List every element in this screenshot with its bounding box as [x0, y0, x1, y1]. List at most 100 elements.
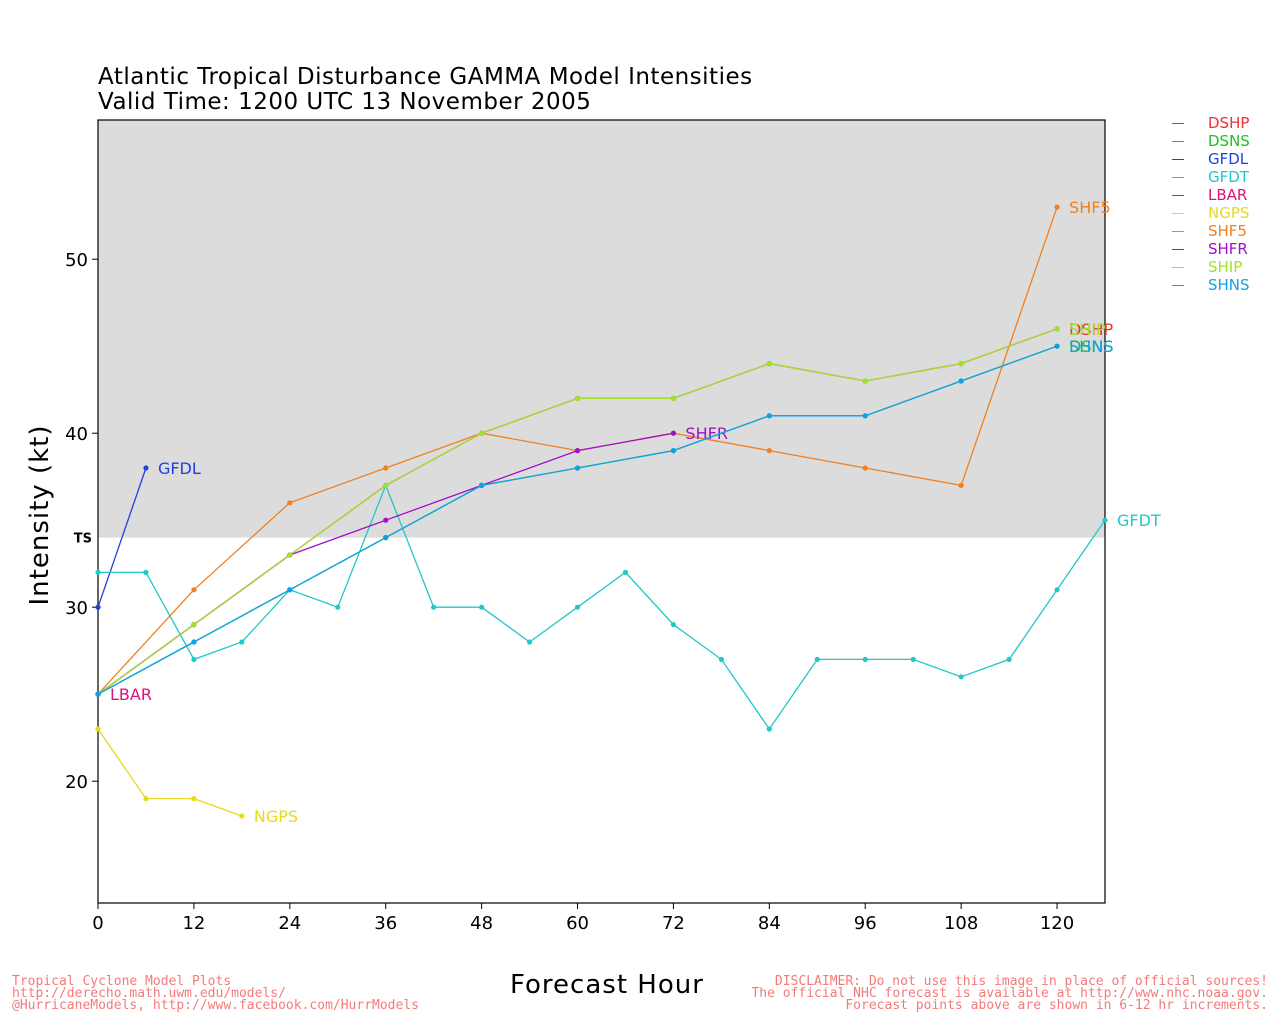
data-point-shns	[287, 587, 293, 593]
data-point-ship	[766, 361, 772, 367]
data-point-ship	[574, 395, 581, 401]
data-point-shf5	[862, 465, 868, 471]
data-point-gfdt	[862, 656, 868, 663]
data-point-shfr	[670, 430, 677, 436]
data-point-shns	[862, 413, 868, 419]
y-tick-label: 50	[65, 250, 88, 271]
legend-swatch	[1172, 194, 1184, 197]
legend-item-shns: SHNS	[1172, 276, 1250, 294]
data-point-ngps	[95, 726, 101, 732]
series-end-label-shfr: SHFR	[685, 424, 728, 443]
legend-swatch	[1172, 212, 1184, 215]
data-point-gfdt	[526, 639, 533, 645]
data-point-gfdt	[766, 726, 772, 732]
series-end-label-lbar: LBAR	[110, 685, 152, 704]
data-point-ship	[191, 622, 197, 628]
legend-item-ngps: NGPS	[1172, 204, 1250, 222]
data-point-ngps	[191, 796, 197, 802]
data-point-ngps	[239, 813, 245, 819]
footer-credit-line: @HurricaneModels, http://www.facebook.co…	[12, 998, 419, 1013]
data-point-shfr	[574, 448, 581, 454]
data-point-gfdt	[958, 674, 964, 680]
legend-item-shfr: SHFR	[1172, 240, 1250, 258]
chart-title: Atlantic Tropical Disturbance GAMMA Mode…	[98, 64, 753, 90]
data-point-gfdt	[1054, 587, 1060, 593]
data-point-ngps	[143, 796, 149, 802]
legend-swatch	[1172, 140, 1184, 143]
data-point-gfdt	[143, 569, 149, 576]
data-point-shns	[191, 639, 197, 645]
data-point-ship	[383, 482, 389, 488]
x-tick-label: 0	[92, 913, 103, 934]
data-point-gfdt	[574, 604, 581, 610]
data-point-shns	[1054, 343, 1060, 349]
data-point-shns	[479, 482, 485, 488]
x-tick-label: 84	[758, 913, 781, 934]
data-point-shns	[766, 413, 772, 419]
legend-label: GFDL	[1208, 150, 1249, 168]
legend: DSHP DSNS GFDL GFDT LBAR NGPS SHF5 SHFR SHIP SHNS	[1172, 114, 1250, 294]
legend-label: SHF5	[1208, 222, 1247, 240]
series-end-label-ship: SHIP	[1069, 320, 1106, 339]
footer-credit-line: Tropical Cyclone Model Plots	[12, 974, 232, 989]
x-tick-label: 12	[182, 913, 205, 934]
data-point-shf5	[287, 500, 293, 506]
data-point-shns	[670, 448, 677, 454]
footer-disclaimer-line: Forecast points above are shown in 6-12 …	[845, 998, 1268, 1013]
ts-shading	[98, 120, 1105, 538]
x-tick-label: 120	[1040, 913, 1074, 934]
footer-credit-line: http://derecho.math.uwm.edu/models/	[12, 986, 286, 1001]
legend-item-gfdl: GFDL	[1172, 150, 1250, 168]
data-point-gfdt	[335, 604, 341, 610]
footer-disclaimer-line: The official NHC forecast is available a…	[751, 986, 1268, 1001]
data-point-shns	[958, 378, 964, 384]
legend-item-lbar: LBAR	[1172, 186, 1250, 204]
x-axis-label: Forecast Hour	[510, 970, 704, 1000]
x-tick-label: 72	[662, 913, 685, 934]
data-point-shf5	[191, 587, 197, 593]
series-end-label-dshp: DSHP	[1069, 320, 1114, 339]
x-tick-label: 36	[374, 913, 397, 934]
y-axis-label: Intensity (kt)	[25, 424, 55, 606]
data-point-gfdl	[95, 604, 101, 610]
legend-label: GFDT	[1208, 168, 1249, 186]
data-point-shns	[95, 691, 101, 697]
series-line-gfdt	[98, 483, 1106, 731]
series-end-label-shns: SHNS	[1069, 337, 1113, 356]
data-point-shf5	[958, 482, 964, 488]
legend-label: DSNS	[1208, 132, 1250, 150]
x-tick-label: 60	[566, 913, 589, 934]
legend-label: SHFR	[1208, 240, 1248, 258]
legend-item-dshp: DSHP	[1172, 114, 1250, 132]
legend-swatch	[1172, 230, 1184, 233]
legend-item-dsns: DSNS	[1172, 132, 1250, 150]
data-point-gfdt	[910, 656, 916, 663]
legend-item-shf5: SHF5	[1172, 222, 1250, 240]
data-point-gfdt	[670, 622, 677, 628]
data-point-gfdt	[479, 604, 485, 610]
data-point-gfdt	[95, 569, 101, 576]
legend-label: NGPS	[1208, 204, 1250, 222]
series-line-gfdl	[97, 467, 147, 608]
data-point-ship	[862, 378, 868, 384]
y-tick-label: 20	[65, 772, 88, 793]
legend-swatch	[1172, 176, 1184, 179]
data-point-gfdl	[143, 465, 149, 471]
x-tick-label: 24	[278, 913, 301, 934]
legend-swatch	[1172, 284, 1184, 287]
chart-subtitle: Valid Time: 1200 UTC 13 November 2005	[98, 89, 592, 115]
legend-swatch	[1172, 122, 1184, 125]
plot-frame	[97, 119, 1106, 904]
data-point-gfdt	[191, 656, 197, 663]
data-point-shf5	[383, 465, 389, 471]
footer-credits: Tropical Cyclone Model Plots http://dere…	[12, 974, 419, 1013]
legend-swatch	[1172, 248, 1184, 251]
series-line-ngps	[97, 728, 243, 817]
footer-disclaimer: DISCLAIMER: Do not use this image in pla…	[751, 974, 1268, 1013]
legend-swatch	[1172, 266, 1184, 269]
data-point-ship	[1054, 326, 1060, 332]
footer-disclaimer-line: DISCLAIMER: Do not use this image in pla…	[774, 974, 1268, 989]
data-point-gfdt	[622, 569, 629, 576]
data-point-gfdt	[718, 656, 724, 663]
